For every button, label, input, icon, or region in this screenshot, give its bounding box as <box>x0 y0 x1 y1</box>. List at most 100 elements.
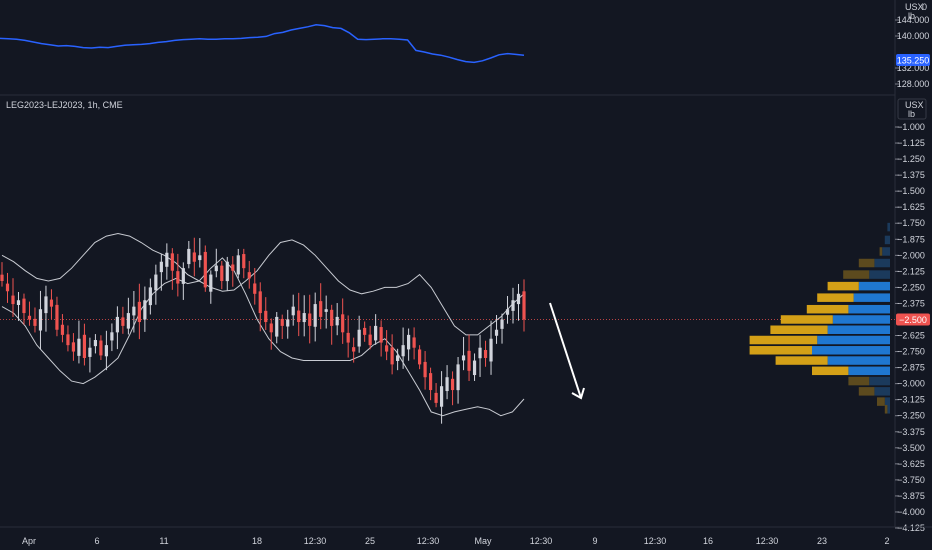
candle-body <box>0 274 4 281</box>
candle <box>49 289 54 319</box>
time-tick-label: 2 <box>884 536 889 546</box>
lower-tick-label: −1.250 <box>897 154 925 164</box>
candle <box>214 248 218 278</box>
candle <box>494 314 499 344</box>
time-axis[interactable]: Apr 6 11 18 12:30 25 12:30 May 12:30 9 12:30 16 12:3… <box>22 536 890 546</box>
candle-body <box>516 293 521 305</box>
candle <box>121 306 125 334</box>
candle-body <box>258 291 262 314</box>
lower-tick-label: −2.250 <box>897 282 925 292</box>
symbol-label[interactable]: LEG2023-LEJ2023, 1h, CME <box>6 100 123 110</box>
volume-profile-bin <box>812 366 890 376</box>
candle-body <box>505 309 510 315</box>
lower-unit-label[interactable]: USX <box>905 100 924 110</box>
candle-body <box>434 392 438 403</box>
candle <box>16 292 21 321</box>
candle-body <box>297 310 301 323</box>
candle <box>390 334 394 375</box>
candle-body <box>220 265 224 281</box>
candle-body <box>494 329 499 336</box>
vp-up-bar <box>832 315 890 324</box>
vp-down-bar <box>884 405 888 414</box>
candle-body <box>170 253 174 271</box>
candle <box>143 286 147 332</box>
volume-profile-bin <box>858 387 890 396</box>
upper-price-axis[interactable]: 144.000 140.000 132.000 128.000 <box>895 15 929 89</box>
lower-tick-label: −2.375 <box>897 298 925 308</box>
upper-tick-label: 132.000 <box>897 63 930 73</box>
candle-body <box>401 345 405 357</box>
candle-body <box>461 355 466 361</box>
candle <box>154 264 158 305</box>
candle <box>242 248 246 279</box>
vp-down-bar <box>858 258 875 268</box>
candle-body <box>49 299 54 307</box>
down-arrow-drawing[interactable] <box>549 302 585 400</box>
candle <box>401 327 405 369</box>
candle-body <box>472 360 477 376</box>
time-tick-label: 18 <box>252 536 262 546</box>
candle <box>165 243 169 280</box>
vp-down-bar <box>879 247 883 256</box>
vp-up-bar <box>869 376 890 386</box>
candle-body <box>176 271 180 284</box>
upper-pane[interactable]: USX 0 lb 144.000 140.000 132.000 128.000 13… <box>0 0 930 527</box>
candle-body <box>269 323 273 333</box>
candle-body <box>418 349 422 365</box>
lower-tick-label: −2.000 <box>897 250 925 260</box>
candle <box>71 333 76 361</box>
unit-selector-box[interactable] <box>897 98 927 120</box>
lower-price-axis[interactable]: −1.000 −1.125 −1.250 −1.375 −1.500 −1.625 −1.7… <box>895 122 925 533</box>
candle-body <box>467 350 471 371</box>
candle-body <box>445 377 449 392</box>
candle-body <box>214 265 218 272</box>
lower-tick-label: −3.000 <box>897 379 925 389</box>
candle-body <box>346 332 350 343</box>
candle <box>82 323 87 366</box>
upper-tick-label: 128.000 <box>897 79 930 89</box>
volume-profile-bin <box>858 258 890 268</box>
candle <box>66 325 70 352</box>
candle-body <box>225 261 229 282</box>
candle-body <box>22 298 26 314</box>
candle <box>93 334 98 354</box>
volume-profile-bin <box>879 247 890 256</box>
arrow-shaft <box>549 302 582 399</box>
upper-price-badge-text: 135.250 <box>897 56 930 66</box>
candle-body <box>489 338 493 362</box>
candle-body <box>253 283 257 294</box>
candle-body <box>428 373 433 391</box>
candle <box>264 297 268 331</box>
lower-pane[interactable]: LEG2023-LEJ2023, 1h, CME USX lb −1.000−1… <box>0 98 930 533</box>
time-tick-label: 12:30 <box>530 536 553 546</box>
vp-up-bar <box>853 293 890 302</box>
upper-unit-label: USX <box>905 2 924 12</box>
volume-profile-bin <box>877 397 890 406</box>
lower-tick-label: −1.875 <box>897 234 925 244</box>
vp-down-bar <box>780 315 833 324</box>
vp-up-bar <box>884 235 890 245</box>
lower-unit-label-2[interactable]: lb <box>908 109 915 119</box>
vp-up-bar <box>882 247 890 256</box>
time-tick-label: 25 <box>365 536 375 546</box>
candle-body <box>110 332 114 341</box>
candle <box>0 262 4 287</box>
candle <box>385 330 389 361</box>
candle-body <box>77 338 81 356</box>
candle-body <box>165 252 169 267</box>
candle <box>330 304 334 345</box>
candle-body <box>104 345 108 357</box>
candle-body <box>363 327 367 335</box>
candle <box>258 282 262 332</box>
candle <box>198 238 202 268</box>
vp-up-bar <box>827 356 890 365</box>
volume-profile-bin <box>780 315 890 324</box>
candle <box>88 337 92 373</box>
candle-body <box>44 296 48 314</box>
candle <box>461 336 466 371</box>
candle-body <box>231 264 235 271</box>
candle <box>38 290 43 350</box>
candle <box>302 295 306 337</box>
volume-profile-bin <box>848 376 890 386</box>
